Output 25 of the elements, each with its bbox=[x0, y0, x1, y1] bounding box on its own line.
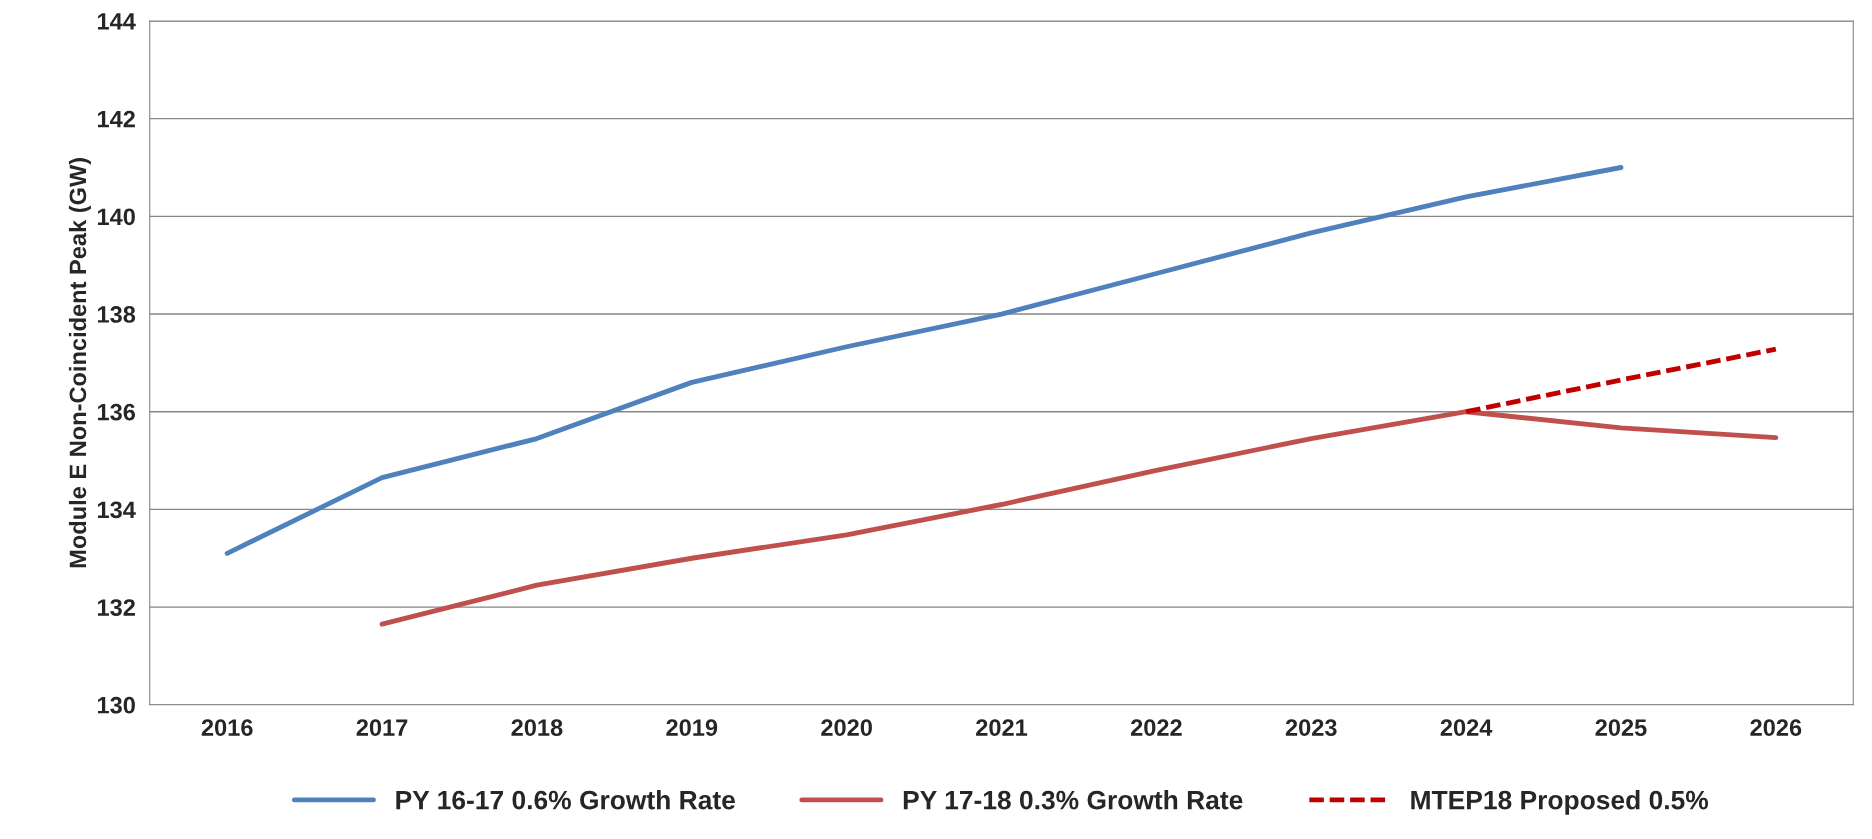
legend-label: PY 17-18 0.3% Growth Rate bbox=[903, 790, 1243, 810]
y-tick-label: 130 bbox=[97, 696, 135, 714]
x-tick-label: 2023 bbox=[1285, 719, 1337, 737]
line-series bbox=[379, 409, 1779, 627]
x-tick-label: 2022 bbox=[1130, 719, 1182, 736]
x-tick-label: 2025 bbox=[1595, 719, 1647, 736]
x-tick-label: 2024 bbox=[1440, 719, 1493, 736]
x-tick-label: 2017 bbox=[356, 719, 408, 736]
x-tick-label: 2018 bbox=[511, 719, 563, 736]
y-tick-label: 138 bbox=[97, 306, 136, 323]
y-tick-label: 136 bbox=[97, 403, 136, 421]
x-tick-label: 2020 bbox=[821, 719, 872, 736]
x-tick-label: 2026 bbox=[1750, 719, 1802, 736]
x-tick-label: 2019 bbox=[666, 719, 718, 736]
y-axis-title: Module E Non-Coincident Peak (GW) bbox=[68, 158, 91, 568]
y-tick-label: 142 bbox=[97, 110, 135, 128]
legend-label: MTEP18 Proposed 0.5% bbox=[1411, 790, 1709, 815]
x-tick-label: 2021 bbox=[976, 719, 1028, 736]
x-tick-label: 2016 bbox=[201, 719, 253, 736]
y-tick-label: 140 bbox=[97, 208, 135, 226]
line-series bbox=[224, 165, 1624, 556]
y-tick-label: 144 bbox=[97, 13, 136, 30]
y-tick-label: 132 bbox=[97, 599, 135, 616]
legend-label: PY 16-17 0.6% Growth Rate bbox=[396, 790, 735, 810]
y-tick-label: 134 bbox=[97, 501, 136, 519]
